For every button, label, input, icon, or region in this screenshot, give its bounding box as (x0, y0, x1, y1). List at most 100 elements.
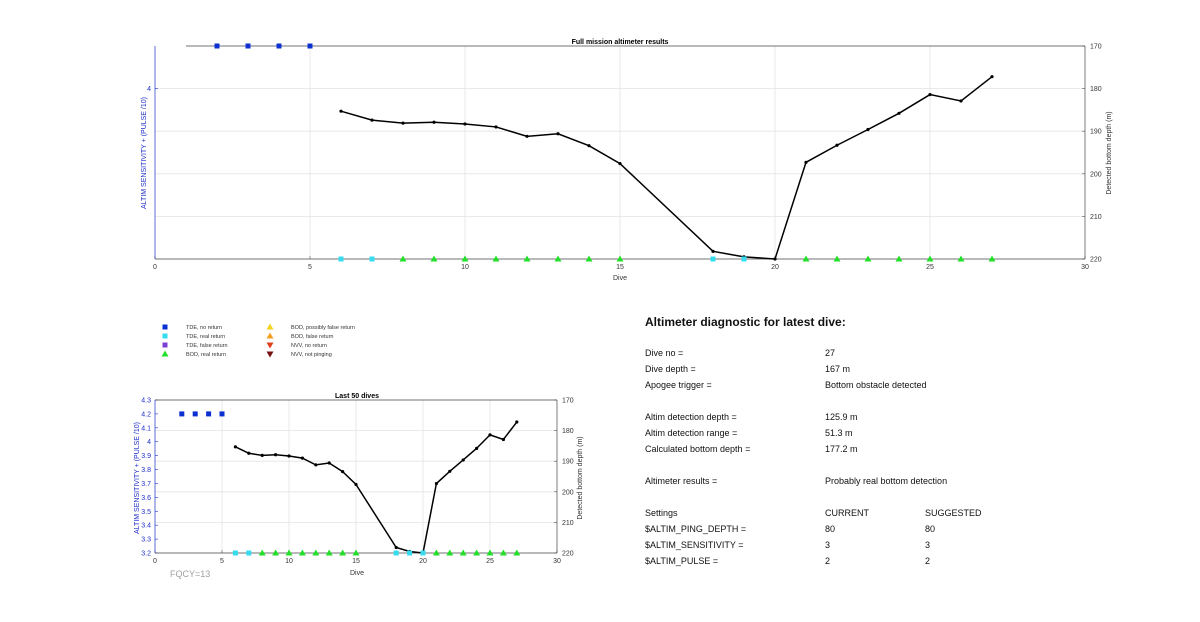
bot-ytick-right-label: 170 (562, 398, 574, 405)
legend-triangle-up-icon (161, 350, 169, 357)
top-bod-real-return-marker (554, 255, 562, 262)
top-bod-real-return-marker (616, 255, 624, 262)
diag-value-apogee-trigger: Bottom obstacle detected (825, 380, 927, 390)
diag-value-bottom-depth: 177.2 m (825, 444, 858, 454)
legend-item: TDE, no return (162, 324, 222, 331)
bot-bottom-depth-point (260, 453, 264, 457)
top-xtick-label: 25 (926, 264, 934, 271)
top-grid (155, 46, 1085, 259)
diag-value-dive-no: 27 (825, 348, 836, 358)
legend-item: BOD, possibly false return (266, 323, 355, 331)
top-bod-real-return-marker (461, 255, 469, 262)
bot-bod-real-return-marker (513, 549, 521, 556)
top-ytick-right-label: 180 (1090, 86, 1102, 93)
top-ytick-right-label: 200 (1090, 171, 1102, 178)
bot-bod-real-return-marker (473, 549, 481, 556)
last-50-dives-panel: Last 50 dives Dive ALTIM SENSITIVITY + (… (134, 393, 584, 577)
bot-bod-real-return-marker (298, 549, 306, 556)
legend-item: BOD, false return (266, 332, 334, 340)
legend-item: BOD, real return (161, 350, 226, 358)
setting-sensitivity-suggested: 3 (925, 540, 931, 550)
top-bottom-depth-point (897, 111, 901, 115)
top-ytick-right-label: 220 (1090, 257, 1102, 264)
bot-ytick-left-label: 3.3 (141, 537, 151, 544)
legend-label: TDE, no return (186, 325, 222, 331)
bot-bottom-depth-point (394, 545, 398, 550)
diag-value-dive-depth: 167 m (825, 364, 851, 374)
top-bod-real-return-marker (430, 255, 438, 262)
bot-bottom-depth-point (274, 453, 278, 457)
full-mission-panel: Full mission altimeter results Dive ALTI… (141, 39, 1113, 282)
legend-item: NVV, no return (266, 342, 327, 349)
top-bottom-depth-point (804, 160, 808, 164)
legend-item: TDE, real return (162, 333, 225, 340)
top-bottom-depth-point (866, 127, 870, 132)
top-bottom-depth-point (990, 75, 994, 79)
bot-xtick-label: 20 (419, 558, 427, 565)
legend-label: BOD, real return (186, 352, 226, 358)
bot-ytick-left-label: 3.2 (141, 551, 151, 558)
settings-header-current: CURRENT (825, 508, 869, 518)
top-tde-real-return-marker (369, 256, 375, 262)
top-tde-real-return-marker (741, 256, 747, 262)
bot-ytick-left-label: 3.7 (141, 481, 151, 488)
bot-ytick-left-label: 3.8 (141, 467, 151, 474)
top-ytick-right-label: 210 (1090, 214, 1102, 221)
top-left-axis-label: ALTIM SENSITIVITY + (PULSE /10) (141, 97, 148, 209)
top-bod-real-return-marker (957, 255, 965, 262)
bot-bottom-depth-point (461, 458, 465, 462)
legend-label: TDE, false return (186, 343, 228, 349)
top-bottom-depth-point (432, 120, 436, 124)
top-bottom-depth-point (928, 92, 932, 97)
bottom-left-axis-label: ALTIM SENSITIVITY + (PULSE /10) (134, 422, 141, 534)
top-bod-real-return-marker (492, 255, 500, 262)
bottom-x-axis-label: Dive (350, 570, 364, 577)
top-bottom-depth-point (370, 118, 374, 122)
legend-label: BOD, false return (291, 334, 334, 340)
top-bottom-depth-point (401, 121, 405, 125)
bot-bottom-depth-point (314, 463, 318, 467)
bot-bottom-depth-line (235, 421, 518, 554)
bot-ytick-left-label: 4.2 (141, 411, 151, 418)
setting-ping-depth-suggested: 80 (925, 524, 936, 534)
top-bottom-depth-point (587, 144, 591, 148)
legend-item: NVV, not pinging (266, 351, 332, 358)
bot-ytick-left-label: 3.4 (141, 523, 151, 530)
top-bottom-depth-point (773, 257, 777, 261)
top-bottom-depth-point (494, 125, 498, 129)
diagnostic-title: Altimeter diagnostic for latest dive: (645, 315, 846, 329)
top-bod-real-return-marker (988, 255, 996, 262)
top-bottom-depth-line (340, 76, 993, 260)
bottom-chart-title: Last 50 dives (335, 393, 379, 400)
top-bottom-depth-point (959, 99, 963, 103)
bot-tde-no-return-marker (219, 411, 225, 417)
setting-pulse-name: $ALTIM_PULSE = (645, 556, 719, 566)
diag-label-dive-depth: Dive depth = (645, 364, 696, 374)
bot-tde-no-return-marker (206, 411, 212, 417)
legend-triangle-down-icon (266, 342, 274, 349)
bot-ytick-left-label: 3.9 (141, 453, 151, 460)
top-bod-real-return-marker (926, 255, 934, 262)
bot-tde-no-return-marker (179, 411, 185, 417)
bot-bod-real-return-marker (325, 549, 333, 556)
bot-bottom-depth-point (501, 437, 505, 442)
bot-bottom-depth-point (488, 433, 492, 437)
setting-ping-depth-name: $ALTIM_PING_DEPTH = (645, 524, 747, 534)
top-bottom-depth-point (835, 143, 839, 147)
top-chart-title: Full mission altimeter results (572, 39, 669, 46)
legend-label: NVV, no return (291, 343, 327, 349)
top-bod-real-return-marker (399, 255, 407, 262)
bot-bottom-depth-point (515, 420, 519, 424)
bot-xtick-label: 0 (153, 558, 157, 565)
top-bottom-depth-point (339, 109, 343, 113)
diag-label-bottom-depth: Calculated bottom depth = (645, 444, 751, 454)
bot-xtick-label: 5 (220, 558, 224, 565)
legend-label: NVV, not pinging (291, 352, 332, 358)
top-xtick-label: 30 (1081, 264, 1089, 271)
bot-bottom-depth-point (354, 482, 358, 487)
diag-label-altimeter-results: Altimeter results = (645, 476, 718, 486)
bot-bod-real-return-marker (432, 549, 440, 556)
top-tde-no-return-marker (276, 43, 282, 49)
top-ytick-right-label: 170 (1090, 44, 1102, 51)
fqcy-label: FQCY=13 (170, 569, 210, 579)
